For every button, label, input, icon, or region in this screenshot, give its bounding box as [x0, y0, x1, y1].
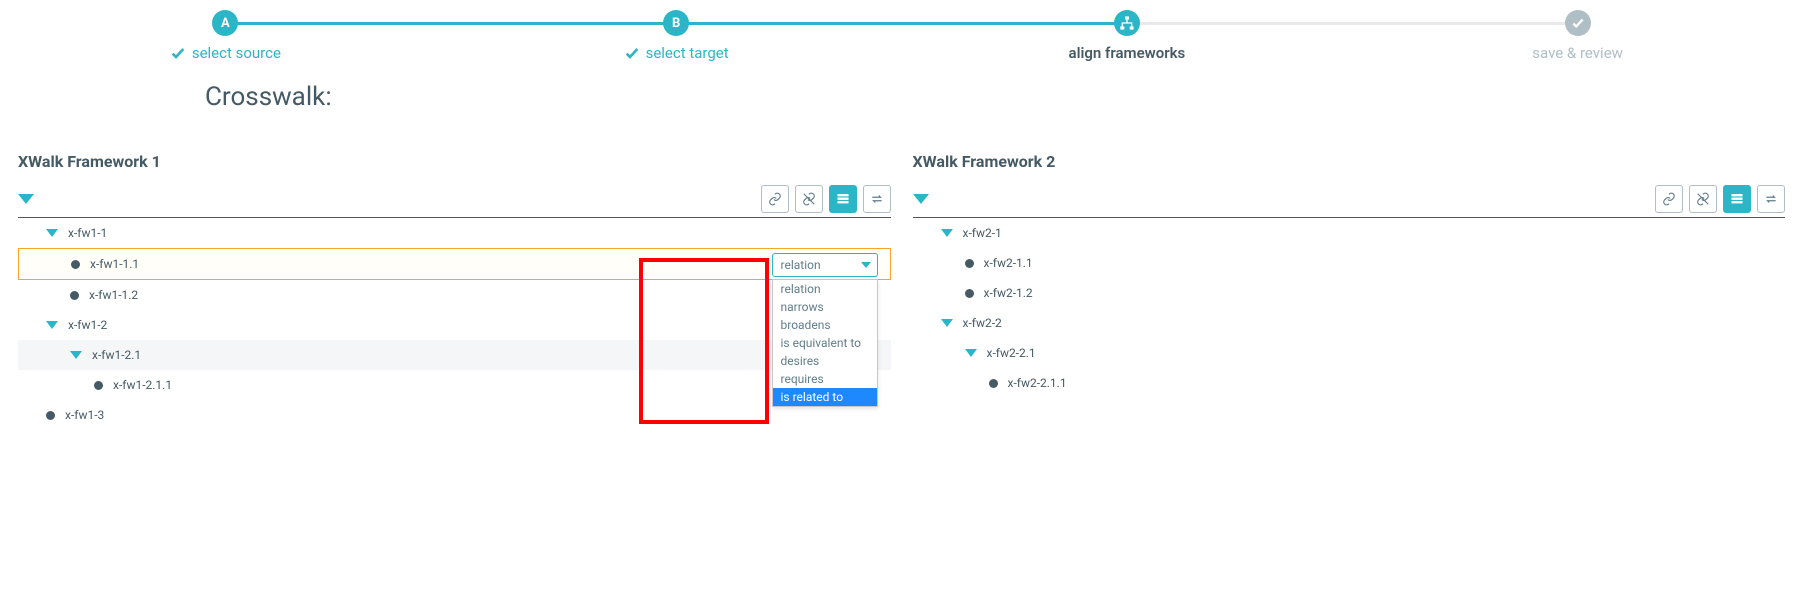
tree-row[interactable]: x-fw1-1.1relationrelationnarrowsbroadens… — [18, 248, 891, 280]
expand-icon[interactable] — [965, 349, 977, 357]
tree-node-label: x-fw1-2 — [68, 318, 107, 332]
tree-row[interactable]: x-fw1-3 — [18, 400, 891, 430]
tree-row[interactable]: x-fw2-1.2 — [913, 278, 1786, 308]
node-dot-icon[interactable] — [70, 291, 79, 300]
swap-button[interactable] — [863, 185, 891, 213]
tree-node-label: x-fw1-3 — [65, 408, 104, 422]
panels: XWalk Framework 1 x-fw1-1x-fw1-1.1rel — [0, 152, 1803, 430]
tree-row[interactable]: x-fw2-1.1 — [913, 248, 1786, 278]
step-target[interactable]: B select target — [451, 10, 902, 62]
expand-icon[interactable] — [70, 351, 82, 359]
expand-icon[interactable] — [46, 321, 58, 329]
step-connector — [1127, 22, 1578, 25]
relation-option[interactable]: is equivalent to — [773, 334, 877, 352]
tree-left[interactable]: x-fw1-1x-fw1-1.1relationrelationnarrowsb… — [18, 218, 891, 430]
link-button[interactable] — [1655, 185, 1683, 213]
tree-row[interactable]: x-fw2-2 — [913, 308, 1786, 338]
expand-icon[interactable] — [941, 319, 953, 327]
tree-node-label: x-fw1-1 — [68, 226, 107, 240]
list-view-button[interactable] — [829, 185, 857, 213]
tree-right[interactable]: x-fw2-1 x-fw2-1.1 x-fw2-1.2 x-fw2-2 x-fw2-2.… — [913, 218, 1786, 398]
step-label: save & review — [1532, 44, 1623, 62]
step-label: select target — [646, 44, 729, 62]
step-align[interactable]: align frameworks — [902, 10, 1353, 62]
sitemap-icon — [1119, 15, 1135, 31]
panel-left: XWalk Framework 1 x-fw1-1x-fw1-1.1rel — [18, 152, 891, 430]
relation-option[interactable]: narrows — [773, 298, 877, 316]
swap-icon — [1764, 192, 1778, 206]
list-icon — [836, 192, 850, 206]
relation-option[interactable]: requires — [773, 370, 877, 388]
check-icon — [624, 45, 640, 61]
node-dot-icon[interactable] — [71, 260, 80, 269]
tree-node-label: x-fw2-1.2 — [984, 286, 1033, 300]
tree-node-label: x-fw2-1.1 — [984, 256, 1033, 270]
expand-icon[interactable] — [941, 229, 953, 237]
panel-right-toolbar — [913, 185, 1786, 218]
tree-row[interactable]: x-fw2-2.1 — [913, 338, 1786, 368]
step-badge-a: A — [212, 10, 238, 36]
tree-node-label: x-fw2-2.1.1 — [1008, 376, 1067, 390]
step-line-1 — [225, 23, 676, 26]
relation-option[interactable]: is related to — [773, 388, 877, 406]
step-badge-save — [1565, 10, 1591, 36]
tree-node-label: x-fw1-2.1.1 — [113, 378, 172, 392]
step-save[interactable]: save & review — [1352, 10, 1803, 62]
tree-node-label: x-fw1-1.1 — [90, 257, 139, 271]
expand-icon[interactable] — [46, 229, 58, 237]
tree-row[interactable]: x-fw1-1 — [18, 218, 891, 248]
step-connector — [676, 22, 1127, 25]
step-badge-align — [1114, 10, 1140, 36]
stepper: A select source B select target align fr… — [0, 0, 1803, 62]
tree-node-label: x-fw2-2.1 — [987, 346, 1036, 360]
list-view-button[interactable] — [1723, 185, 1751, 213]
unlink-button[interactable] — [795, 185, 823, 213]
tree-node-label: x-fw2-1 — [963, 226, 1002, 240]
relation-option[interactable]: relation — [773, 280, 877, 298]
node-dot-icon[interactable] — [94, 381, 103, 390]
check-circle-icon — [1571, 16, 1585, 30]
node-dot-icon[interactable] — [965, 259, 974, 268]
relation-option[interactable]: desires — [773, 352, 877, 370]
step-source[interactable]: A select source — [0, 10, 451, 62]
collapse-all-icon[interactable] — [913, 194, 929, 204]
node-dot-icon[interactable] — [989, 379, 998, 388]
page-title: Crosswalk: — [205, 82, 1803, 112]
tree-row[interactable]: x-fw2-1 — [913, 218, 1786, 248]
panel-right: XWalk Framework 2 x-fw2-1x-fw2-1.1x-f — [913, 152, 1786, 430]
panel-left-toolbar — [18, 185, 891, 218]
unlink-icon — [1696, 192, 1710, 206]
panel-right-title: XWalk Framework 2 — [913, 152, 1786, 171]
relation-option[interactable]: broadens — [773, 316, 877, 334]
collapse-all-icon[interactable] — [18, 194, 34, 204]
panel-left-title: XWalk Framework 1 — [18, 152, 891, 171]
relation-options-list[interactable]: relationnarrowsbroadensis equivalent tod… — [772, 279, 878, 407]
step-label: select source — [192, 44, 281, 62]
relation-select[interactable]: relation — [772, 253, 878, 277]
relation-selected-label: relation — [781, 258, 821, 272]
tree-row[interactable]: x-fw1-2 — [18, 310, 891, 340]
tree-node-label: x-fw1-1.2 — [89, 288, 138, 302]
tree-row[interactable]: x-fw2-2.1.1 — [913, 368, 1786, 398]
tree-row[interactable]: x-fw1-2.1.1 — [18, 370, 891, 400]
relation-dropdown[interactable]: relationrelationnarrowsbroadensis equiva… — [772, 253, 878, 407]
tree-node-label: x-fw1-2.1 — [92, 348, 141, 362]
node-dot-icon[interactable] — [965, 289, 974, 298]
tree-row[interactable]: x-fw1-2.1 — [18, 340, 891, 370]
swap-icon — [870, 192, 884, 206]
step-badge-b: B — [663, 10, 689, 36]
step-label: align frameworks — [1069, 44, 1186, 62]
list-icon — [1730, 192, 1744, 206]
chevron-down-icon — [861, 262, 871, 268]
tree-row[interactable]: x-fw1-1.2 — [18, 280, 891, 310]
link-icon — [768, 192, 782, 206]
link-button[interactable] — [761, 185, 789, 213]
check-icon — [170, 45, 186, 61]
unlink-button[interactable] — [1689, 185, 1717, 213]
tree-node-label: x-fw2-2 — [963, 316, 1002, 330]
node-dot-icon[interactable] — [46, 411, 55, 420]
unlink-icon — [802, 192, 816, 206]
swap-button[interactable] — [1757, 185, 1785, 213]
link-icon — [1662, 192, 1676, 206]
